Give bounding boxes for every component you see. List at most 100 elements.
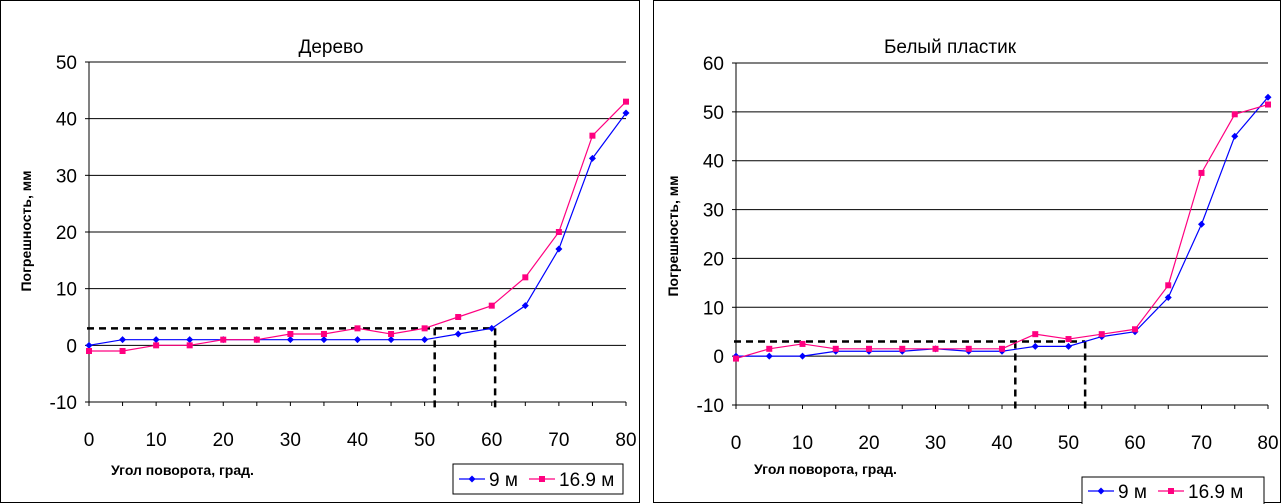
data-point — [555, 229, 562, 235]
x-tick-label: 40 — [347, 430, 368, 451]
data-point — [799, 340, 806, 347]
data-point — [388, 331, 395, 337]
data-point — [1065, 336, 1072, 343]
x-tick-label: 20 — [213, 430, 234, 451]
legend-marker — [468, 475, 476, 483]
data-point — [999, 345, 1005, 352]
chart-wood: -10 0 10 20 30 40 50 0 10 20 30 40 50 60 70 80 Дерево Уго… — [18, 37, 637, 495]
data-point — [286, 336, 294, 344]
x-tick-label: 10 — [146, 430, 167, 451]
legend-marker — [1168, 488, 1174, 494]
data-point — [1198, 169, 1205, 176]
series-line — [88, 112, 627, 346]
data-point — [152, 336, 160, 344]
data-point — [119, 336, 127, 344]
y-tick-label: -10 — [697, 396, 724, 417]
data-point — [622, 109, 630, 117]
data-point — [965, 345, 972, 352]
x-tick-label: 10 — [792, 433, 813, 454]
x-tick-label: 60 — [1124, 433, 1145, 454]
data-point — [320, 336, 328, 344]
data-point — [733, 355, 739, 362]
gridlines — [736, 62, 1268, 357]
legend: 9 м 16.9 м — [1081, 476, 1265, 504]
chart-panel-white-plastic: -10 0 10 20 30 40 50 60 0 10 20 30 40 50 60 70 80 Белый п… — [653, 0, 1281, 504]
x-tick-label: 0 — [731, 433, 742, 454]
data-point — [799, 352, 806, 360]
data-point — [320, 331, 327, 337]
data-point — [488, 324, 496, 332]
data-point — [1164, 294, 1172, 302]
data-point — [866, 345, 872, 352]
data-point — [421, 336, 429, 344]
data-point — [354, 325, 361, 332]
data-point — [220, 336, 227, 343]
y-tick-label: 10 — [56, 280, 77, 301]
data-point — [1231, 132, 1239, 140]
x-tick-label: 60 — [481, 430, 502, 451]
data-point — [455, 314, 462, 320]
data-point — [623, 98, 629, 105]
chart-title: Дерево — [298, 37, 363, 58]
data-point — [765, 352, 773, 360]
data-point — [287, 331, 294, 337]
threshold-lines — [734, 340, 1087, 413]
data-point — [1032, 331, 1039, 338]
y-tick-label: 0 — [713, 347, 724, 368]
y-axis-label: Погрешность, мм — [665, 175, 681, 296]
data-point — [119, 348, 126, 354]
x-tick-label: 70 — [548, 430, 569, 451]
legend-marker — [1097, 487, 1105, 495]
data-point — [555, 245, 563, 253]
data-point — [85, 341, 93, 349]
chart-white-plastic: -10 0 10 20 30 40 50 60 0 10 20 30 40 50 60 70 80 Белый п… — [665, 37, 1279, 504]
x-tick-label: 30 — [925, 433, 946, 454]
data-point — [1231, 111, 1238, 118]
y-tick-label: 40 — [56, 110, 77, 131]
chart-title: Белый пластик — [884, 37, 1017, 58]
data-point — [522, 274, 529, 281]
x-tick-label: 50 — [414, 430, 435, 451]
data-point — [488, 302, 495, 309]
data-point — [86, 348, 92, 354]
x-tick-label: 30 — [280, 430, 301, 451]
chart-panel-wood: -10 0 10 20 30 40 50 0 10 20 30 40 50 60 70 80 Дерево Уго… — [0, 0, 640, 503]
x-tick-label: 80 — [1257, 433, 1278, 454]
series-line — [89, 101, 627, 352]
y-tick-label: -10 — [50, 393, 77, 414]
y-tick-label: 30 — [703, 201, 724, 222]
y-tick-label: 50 — [703, 103, 724, 124]
data-point — [1031, 342, 1039, 350]
gridlines — [89, 61, 626, 346]
data-point — [354, 336, 361, 344]
data-point — [832, 345, 839, 352]
y-tick-label: 0 — [66, 336, 77, 357]
x-tick-label: 40 — [991, 433, 1012, 454]
data-point — [521, 302, 529, 310]
data-point — [387, 336, 395, 344]
y-tick-label: 20 — [703, 249, 724, 270]
x-axis-label: Угол поворота, град. — [111, 462, 254, 478]
data-point — [1065, 342, 1072, 350]
data-point — [1265, 101, 1271, 108]
legend-label: 9 м — [489, 470, 518, 491]
data-point — [588, 154, 596, 162]
series-line — [735, 103, 1269, 360]
series-16-9m — [86, 98, 629, 354]
data-point — [932, 345, 939, 352]
y-tick-label: 40 — [703, 152, 724, 173]
series-9m — [85, 109, 630, 349]
data-point — [153, 342, 160, 349]
data-point — [1098, 331, 1105, 338]
legend-label: 16.9 м — [559, 470, 614, 491]
data-point — [766, 345, 773, 352]
y-tick-label: 60 — [703, 54, 724, 75]
data-point — [589, 132, 596, 139]
data-point — [1198, 220, 1205, 228]
legend-label: 16.9 м — [1188, 482, 1243, 503]
data-point — [1264, 93, 1272, 101]
series-line — [736, 96, 1269, 357]
legend: 9 м 16.9 м — [452, 463, 624, 495]
data-point — [454, 330, 462, 338]
data-point — [1132, 326, 1138, 333]
